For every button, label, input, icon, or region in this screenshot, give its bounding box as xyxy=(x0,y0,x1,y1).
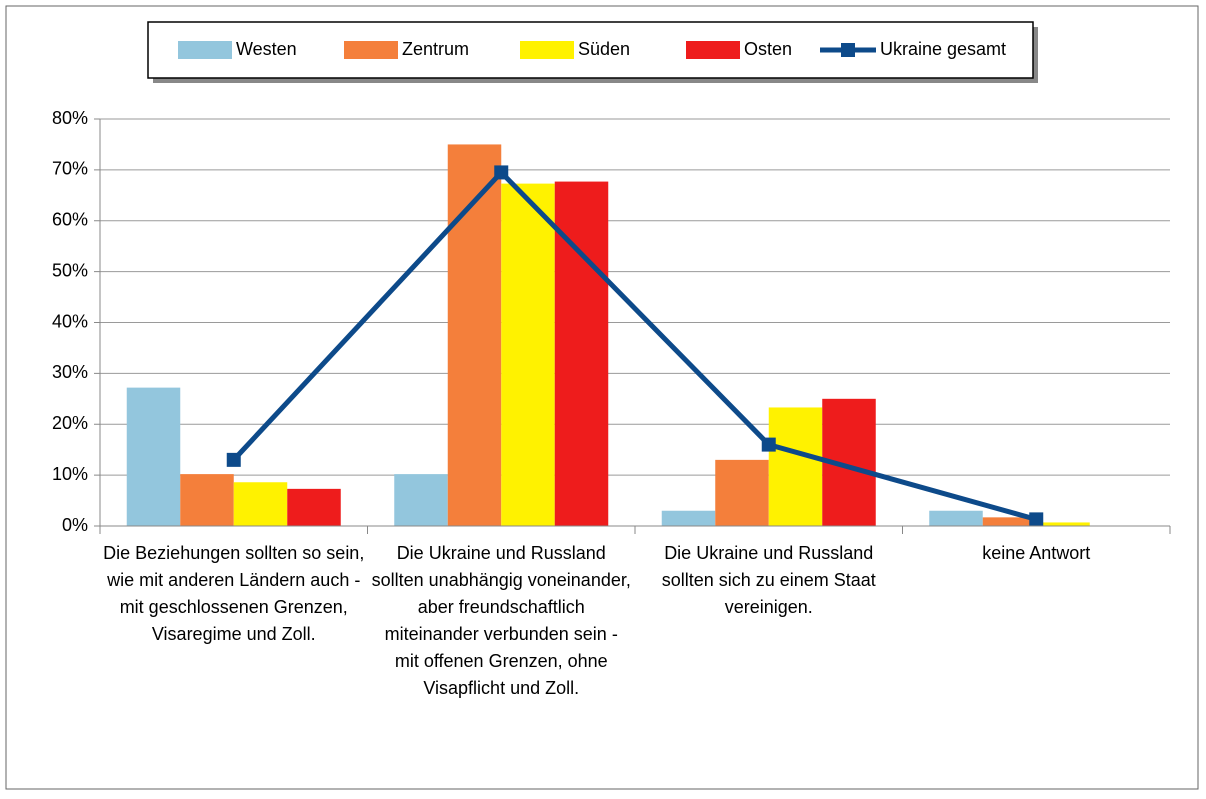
y-tick-label: 40% xyxy=(52,311,88,331)
line-marker xyxy=(494,165,509,180)
legend-swatch xyxy=(841,43,855,57)
bar xyxy=(1036,522,1090,526)
line-marker xyxy=(1029,512,1044,527)
bar xyxy=(447,144,502,526)
y-tick-label: 50% xyxy=(52,260,88,280)
bar xyxy=(287,488,341,526)
legend-swatch xyxy=(520,41,574,59)
bar xyxy=(982,517,1037,526)
y-tick-label: 30% xyxy=(52,362,88,382)
legend-label: Ukraine gesamt xyxy=(880,39,1006,59)
line-marker xyxy=(761,437,776,452)
legend-swatch xyxy=(344,41,398,59)
bar xyxy=(501,183,555,526)
x-tick-label: Die Ukraine und Russland sollten sich zu… xyxy=(661,543,876,617)
x-tick-label: keine Antwort xyxy=(982,543,1091,563)
legend-box xyxy=(147,21,1034,79)
legend-label: Süden xyxy=(578,39,630,59)
bar xyxy=(233,482,288,526)
bar xyxy=(661,510,716,526)
y-tick-label: 10% xyxy=(52,464,88,484)
y-tick-label: 70% xyxy=(52,159,88,179)
legend-label: Westen xyxy=(236,39,297,59)
bar xyxy=(715,459,769,526)
bar xyxy=(929,510,983,526)
line xyxy=(231,168,1037,522)
legend-swatch xyxy=(178,41,232,59)
bar xyxy=(394,474,448,526)
bar xyxy=(768,407,823,526)
y-tick-label: 80% xyxy=(52,108,88,128)
bar xyxy=(126,387,181,526)
legend-label: Zentrum xyxy=(402,39,469,59)
y-tick-label: 20% xyxy=(52,413,88,433)
y-tick-label: 0% xyxy=(62,515,88,535)
line-marker xyxy=(226,452,241,467)
legend-swatch xyxy=(686,41,740,59)
bar xyxy=(180,474,234,526)
y-tick-label: 60% xyxy=(52,210,88,230)
x-tick-label: Die Beziehungen sollten so sein, wie mit… xyxy=(103,543,365,644)
legend-label: Osten xyxy=(744,39,792,59)
x-tick-label: Die Ukraine und Russland sollten unabhän… xyxy=(371,543,631,698)
